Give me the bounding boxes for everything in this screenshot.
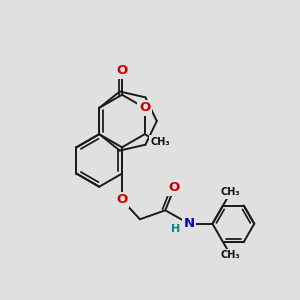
Text: CH₃: CH₃ (221, 250, 241, 260)
Text: O: O (139, 101, 150, 114)
Text: CH₃: CH₃ (151, 136, 170, 147)
Text: H: H (171, 224, 180, 234)
Text: CH₃: CH₃ (221, 187, 241, 197)
Text: O: O (116, 194, 128, 206)
Text: N: N (184, 217, 195, 230)
Text: O: O (116, 64, 128, 77)
Text: O: O (169, 182, 180, 194)
